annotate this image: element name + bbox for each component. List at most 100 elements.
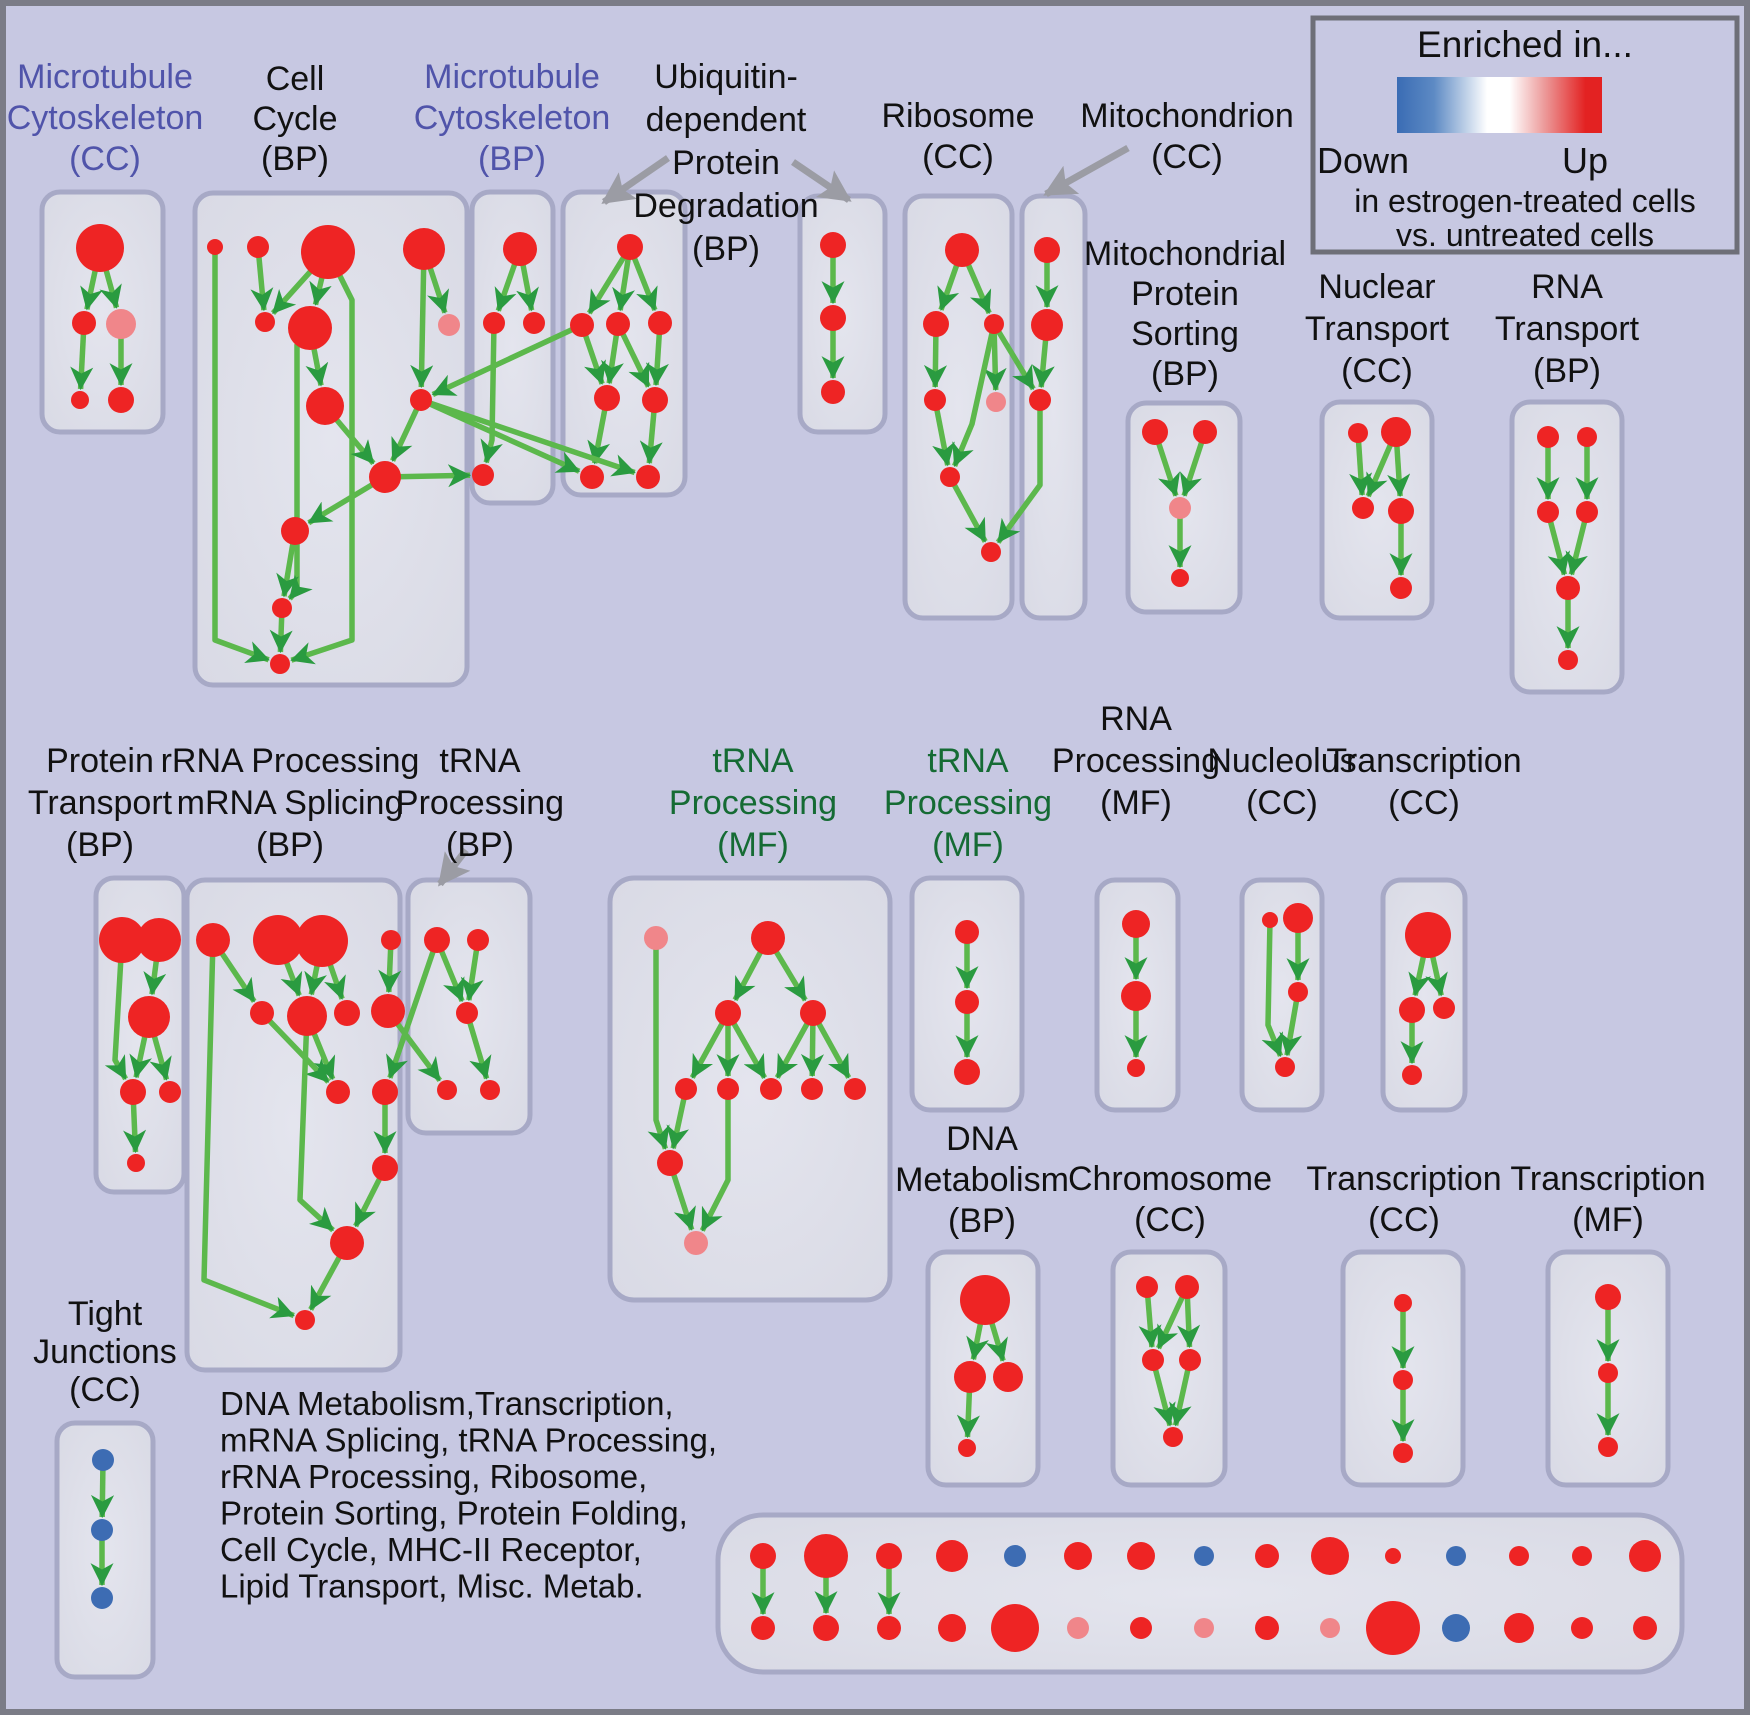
cross-edge-line-0 xyxy=(431,322,584,397)
go-term-node-mitochondrion-2 xyxy=(1029,389,1051,411)
go-term-node-cell-cycle-3 xyxy=(403,228,445,270)
go-term-node-protein-transport-5 xyxy=(127,1154,145,1172)
cross-edge-line-2 xyxy=(420,397,636,477)
edge-line-trna-mf-large xyxy=(699,1089,731,1232)
go-term-node-ubiquitin-a-1 xyxy=(570,313,594,337)
edge-line-cell-cycle xyxy=(212,247,270,664)
cluster-label-ubiquitin-a-line1: dependent xyxy=(646,101,807,139)
go-term-node-trna-bp-1 xyxy=(467,929,489,951)
go-term-node-rna-transport-2 xyxy=(1537,501,1559,523)
go-term-node-microtubule-bp-0 xyxy=(503,232,537,266)
go-term-node-microtubule-cc-0 xyxy=(76,224,124,272)
cross-edge-line-1 xyxy=(419,397,581,474)
go-term-node-rrna-mrna-10 xyxy=(372,1155,398,1181)
go-term-node-rrna-mrna-2 xyxy=(296,915,348,967)
go-term-node-transcription-mf-1 xyxy=(1598,1363,1618,1383)
cluster-label-microtubule-bp-line0: Microtubule xyxy=(424,58,600,96)
go-term-node-rrna-mrna-6 xyxy=(334,1000,360,1026)
go-term-node-nuclear-transport-1 xyxy=(1381,417,1411,447)
cluster-label-chromosome-line0: Chromosome xyxy=(1068,1160,1272,1198)
go-term-node-trna-mf-small-2 xyxy=(954,1059,980,1085)
cluster-label-ribosome-line0: Ribosome xyxy=(881,97,1034,135)
go-term-node-mitochondrion-0 xyxy=(1034,237,1060,263)
edge-line-rrna-mrna xyxy=(297,1015,335,1233)
go-term-node-trna-bp-0 xyxy=(424,927,450,953)
go-term-node-ribosome-1 xyxy=(923,311,949,337)
go-term-node-chromosome-0 xyxy=(1136,1276,1158,1298)
go-term-node-mixed-misc-22 xyxy=(1446,1546,1466,1566)
go-term-node-nucleolus-0 xyxy=(1262,912,1278,928)
cluster-label-rna-transport-line0: RNA xyxy=(1531,268,1603,306)
go-term-node-rna-transport-5 xyxy=(1558,650,1578,670)
cluster-label-mito-sorting-line2: Sorting xyxy=(1131,315,1239,353)
cluster-label-transcription-cc-top-line0: Transcription xyxy=(1326,742,1521,780)
cluster-label-chromosome-line1: (CC) xyxy=(1134,1201,1206,1239)
go-term-node-trna-bp-4 xyxy=(480,1080,500,1100)
go-term-node-microtubule-bp-3 xyxy=(472,464,494,486)
go-term-node-mixed-misc-7 xyxy=(938,1614,966,1642)
go-term-node-tight-junctions-0 xyxy=(92,1449,114,1471)
cluster-label-cell-cycle-line2: (BP) xyxy=(261,140,329,178)
go-term-node-cell-cycle-1 xyxy=(247,236,269,258)
cluster-label-tight-junctions-line0: Tight xyxy=(68,1295,143,1333)
go-term-node-trna-mf-large-10 xyxy=(684,1231,708,1255)
legend: Enriched in... Down Up in estrogen-treat… xyxy=(1310,15,1740,255)
go-term-node-mito-sorting-2 xyxy=(1169,497,1191,519)
layer-nodes xyxy=(71,224,1661,1655)
go-term-node-mito-sorting-0 xyxy=(1142,419,1168,445)
go-term-node-mixed-misc-19 xyxy=(1320,1618,1340,1638)
cluster-label-dna-metabolism-line1: Metabolism xyxy=(895,1161,1069,1199)
cluster-label-cell-cycle-line1: Cycle xyxy=(252,100,337,138)
legend-down-label: Down xyxy=(1317,140,1409,181)
cross-edge-line-5 xyxy=(995,400,1043,544)
edge-line-chromosome xyxy=(1169,1359,1193,1427)
cluster-label-rrna-mrna-line0: rRNA Processing xyxy=(161,742,420,780)
go-term-node-ubiquitin-a-7 xyxy=(636,465,660,489)
go-term-node-nuclear-transport-3 xyxy=(1388,498,1414,524)
go-term-node-protein-transport-2 xyxy=(128,996,170,1038)
cross-edge-line-4 xyxy=(991,322,1036,391)
go-term-node-protein-transport-4 xyxy=(159,1081,181,1103)
go-term-node-trna-mf-large-9 xyxy=(657,1150,683,1176)
go-term-node-nuclear-transport-4 xyxy=(1390,577,1412,599)
go-term-node-mixed-misc-17 xyxy=(1255,1616,1279,1640)
go-term-node-ribosome-4 xyxy=(986,392,1006,412)
cluster-label-ribosome-line1: (CC) xyxy=(922,138,994,176)
go-term-node-mixed-misc-18 xyxy=(1311,1537,1349,1575)
legend-caption-line1: in estrogen-treated cells xyxy=(1354,183,1696,219)
go-term-node-rrna-mrna-11 xyxy=(330,1226,364,1260)
go-term-node-tight-junctions-2 xyxy=(91,1587,113,1609)
layer-labels: MicrotubuleCytoskeleton(CC)CellCycle(BP)… xyxy=(7,58,1706,1605)
go-term-node-mixed-misc-5 xyxy=(877,1616,901,1640)
go-term-node-transcription-mf-0 xyxy=(1595,1284,1621,1310)
go-term-node-mixed-misc-6 xyxy=(936,1540,968,1572)
cluster-label-trna-bp-line2: (BP) xyxy=(446,826,514,864)
go-term-node-mixed-misc-1 xyxy=(751,1616,775,1640)
note-block-line5: Lipid Transport, Misc. Metab. xyxy=(220,1568,644,1605)
go-term-node-cell-cycle-9 xyxy=(369,461,401,493)
cluster-label-transcription-cc-bottom-line1: (CC) xyxy=(1368,1201,1440,1239)
go-term-node-rna-transport-1 xyxy=(1577,427,1597,447)
go-term-node-trna-bp-2 xyxy=(456,1002,478,1024)
go-term-node-mito-sorting-3 xyxy=(1171,569,1189,587)
annotation-arrow-1 xyxy=(791,159,852,203)
note-block-line3: Protein Sorting, Protein Folding, xyxy=(220,1495,688,1532)
edge-line-nucleolus xyxy=(1261,919,1284,1057)
edge-line-ribosome xyxy=(932,399,955,467)
go-term-node-nucleolus-1 xyxy=(1283,903,1313,933)
legend-box xyxy=(1310,15,1740,255)
edge-line-ribosome xyxy=(952,323,997,467)
go-term-node-trna-mf-large-5 xyxy=(717,1078,739,1100)
go-term-node-mixed-misc-3 xyxy=(813,1615,839,1641)
go-term-node-mixed-misc-28 xyxy=(1629,1540,1661,1572)
go-term-node-chromosome-1 xyxy=(1175,1275,1199,1299)
cluster-label-microtubule-cc-line2: (CC) xyxy=(69,140,141,178)
go-term-node-rrna-mrna-8 xyxy=(326,1080,350,1104)
go-term-node-cell-cycle-12 xyxy=(270,654,290,674)
go-term-node-ribosome-5 xyxy=(940,467,960,487)
go-term-node-transcription-cc-top-1 xyxy=(1399,997,1425,1023)
cluster-label-mito-sorting-line1: Protein xyxy=(1131,275,1239,313)
go-term-node-cell-cycle-6 xyxy=(438,314,460,336)
go-term-node-rrna-mrna-0 xyxy=(196,923,230,957)
edge-line-trna-mf-large xyxy=(647,938,670,1150)
